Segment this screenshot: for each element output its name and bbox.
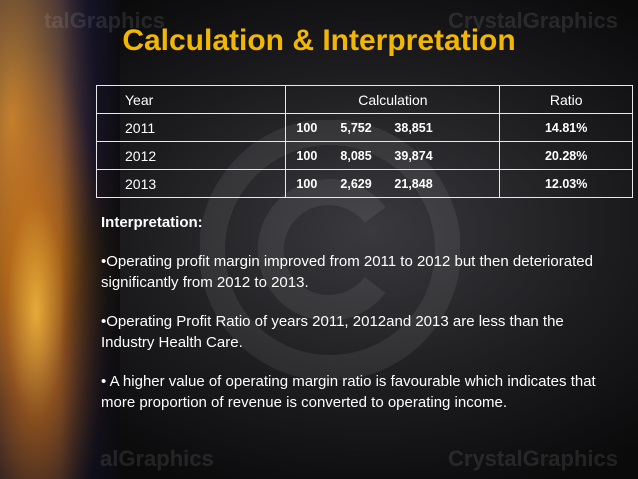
cell-year: 2013 (95, 169, 287, 198)
calc-multiplier: 100 (296, 176, 318, 191)
interpretation-point: •Operating profit margin improved from 2… (101, 253, 593, 291)
cell-year: 2011 (95, 113, 287, 142)
interpretation-point: • A higher value of operating margin rat… (101, 373, 596, 411)
header-year: Year (95, 85, 287, 114)
calculation-table: Year Calculation Ratio 2011 100 5,752 38,8… (95, 85, 633, 198)
header-ratio: Ratio (499, 85, 633, 114)
header-calculation: Calculation (285, 85, 501, 114)
cell-calculation: 100 5,752 38,851 (285, 113, 501, 142)
calc-multiplier: 100 (296, 148, 318, 163)
calc-denominator: 39,874 (394, 148, 433, 163)
interpretation-section: Interpretation: •Operating profit margin… (101, 212, 611, 431)
cell-year: 2012 (95, 141, 287, 170)
decorative-side-image (0, 0, 120, 479)
calc-numerator: 5,752 (340, 120, 372, 135)
cell-ratio: 14.81% (499, 113, 633, 142)
interpretation-point: •Operating Profit Ratio of years 2011, 2… (101, 313, 564, 351)
table-row: 2011 100 5,752 38,851 14.81% (95, 113, 633, 142)
watermark-text-bottom-right: CrystalGraphics (448, 446, 618, 471)
slide-title: Calculation & Interpretation (122, 24, 516, 57)
calc-numerator: 8,085 (340, 148, 372, 163)
calc-denominator: 21,848 (394, 176, 433, 191)
cell-calculation: 100 2,629 21,848 (285, 169, 501, 198)
interpretation-heading: Interpretation: (101, 214, 203, 231)
table-header-row: Year Calculation Ratio (95, 85, 633, 114)
table-row: 2012 100 8,085 39,874 20.28% (95, 141, 633, 170)
watermark-text-top-right: CrystalGraphics (448, 8, 618, 33)
watermark-text-top-left: talGraphics (44, 8, 166, 33)
calc-denominator: 38,851 (394, 120, 433, 135)
calc-multiplier: 100 (296, 120, 318, 135)
calc-numerator: 2,629 (340, 176, 372, 191)
cell-calculation: 100 8,085 39,874 (285, 141, 501, 170)
watermark-text-bottom-left: alGraphics (100, 446, 214, 471)
cell-ratio: 12.03% (499, 169, 633, 198)
table-row: 2013 100 2,629 21,848 12.03% (95, 169, 633, 198)
cell-ratio: 20.28% (499, 141, 633, 170)
